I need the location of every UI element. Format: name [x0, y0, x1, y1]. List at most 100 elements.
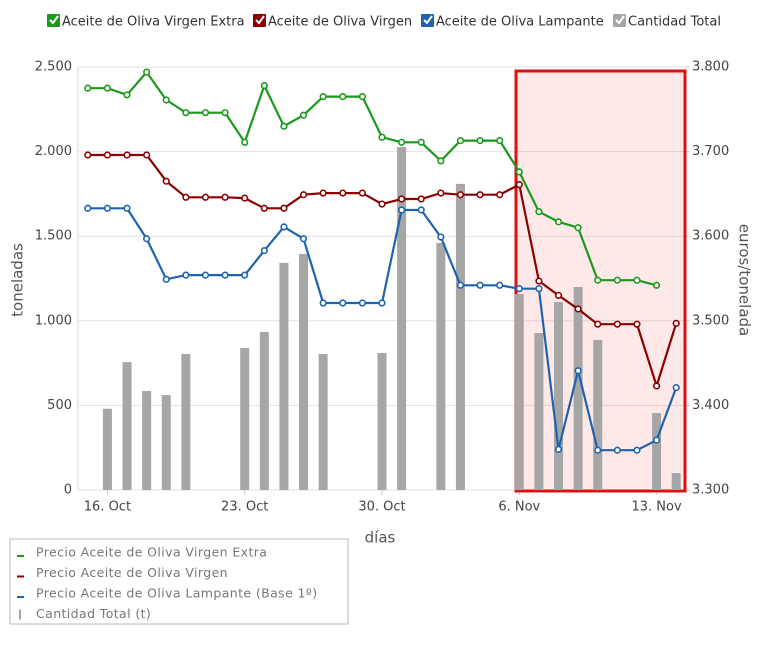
legend-label[interactable]: Cantidad Total	[628, 15, 721, 30]
line-point	[221, 271, 229, 279]
legend-label[interactable]: Precio Aceite de Oliva Virgen Extra	[36, 545, 267, 560]
line-point	[398, 195, 406, 203]
legend-checkbox[interactable]	[421, 14, 434, 27]
line-point	[594, 276, 602, 284]
line-point	[339, 189, 347, 197]
bar	[377, 352, 387, 490]
line-point	[123, 204, 131, 212]
x-tick-label: 13. Nov	[631, 500, 681, 515]
line-point	[613, 276, 621, 284]
line-point	[378, 200, 386, 208]
line-point	[574, 305, 582, 313]
line-point	[84, 151, 92, 159]
legend-label[interactable]: Precio Aceite de Oliva Lampante (Base 1º…	[36, 586, 317, 601]
bar	[534, 332, 544, 490]
legend-label[interactable]: Aceite de Oliva Virgen Extra	[62, 15, 245, 30]
x-tick-label: 30. Oct	[358, 500, 405, 515]
line-point	[319, 93, 327, 101]
bar	[240, 348, 250, 490]
line-point	[378, 299, 386, 307]
legend-checkbox[interactable]	[253, 14, 266, 27]
line-point	[299, 235, 308, 243]
line-point	[496, 281, 504, 289]
bar	[142, 391, 152, 490]
bars	[102, 147, 681, 490]
line-point	[182, 193, 190, 201]
legend: Aceite de Oliva Virgen Extra Aceite de Ol…	[47, 14, 721, 30]
line-point	[417, 138, 425, 146]
line-point	[496, 137, 504, 145]
y2-tick-label: 3.400	[692, 398, 729, 413]
line-point	[84, 204, 92, 212]
line-point	[143, 235, 151, 243]
bar	[299, 253, 309, 490]
bar	[397, 147, 407, 490]
line-point	[103, 84, 112, 92]
line-point	[633, 446, 641, 454]
line-point	[358, 93, 366, 101]
legend-checkbox[interactable]	[47, 14, 60, 27]
y-tick-label: 1.000	[35, 313, 72, 328]
line-point	[358, 189, 366, 197]
bar	[279, 262, 289, 490]
line-point	[535, 285, 543, 293]
y-tick-label: 2.000	[35, 144, 72, 159]
line-point	[260, 82, 268, 90]
line-point	[437, 233, 445, 241]
line-point	[496, 191, 504, 199]
line-point	[476, 137, 484, 145]
line-point	[162, 96, 170, 104]
line-point	[633, 320, 641, 328]
x-tick-label: 23. Oct	[221, 500, 268, 515]
line-point	[260, 246, 268, 255]
line-point	[633, 276, 641, 284]
line-point	[476, 281, 484, 289]
line-point	[221, 109, 229, 117]
line-point	[299, 111, 308, 119]
line-point	[515, 180, 523, 189]
labels: 0 500 1.000 1.500 2.000 2.500 3.300 3.400 3.500 3…	[35, 60, 729, 515]
line-point	[594, 446, 602, 454]
line-point	[554, 445, 563, 453]
line-point	[378, 133, 386, 141]
legend-label[interactable]: Aceite de Oliva Lampante	[436, 15, 604, 30]
line-point	[613, 446, 621, 454]
bar	[122, 362, 132, 490]
legend-label[interactable]: Cantidad Total (t)	[36, 606, 151, 621]
line-point	[398, 138, 406, 146]
line-point	[672, 319, 680, 327]
line-point	[123, 91, 131, 99]
line-point	[456, 191, 465, 199]
line-point	[652, 281, 661, 289]
legend-check	[615, 15, 625, 25]
line-point	[437, 157, 445, 165]
bar	[554, 302, 564, 490]
line-point	[162, 275, 170, 283]
y2-axis-title: euros/tonelada	[736, 224, 754, 337]
line-point	[515, 285, 523, 293]
legend-label[interactable]: Precio Aceite de Oliva Virgen	[36, 565, 228, 580]
line-point	[103, 151, 112, 159]
line-point	[182, 271, 190, 279]
line-point	[241, 271, 249, 279]
legend-check	[49, 15, 59, 25]
line-point	[299, 191, 308, 199]
legend-checkbox[interactable]	[613, 14, 626, 27]
bar	[652, 413, 662, 490]
y2-tick-label: 3.600	[692, 229, 729, 244]
line-point	[456, 137, 465, 145]
bar	[671, 473, 681, 490]
bar	[436, 242, 446, 490]
x-tick-label: 16. Oct	[84, 500, 131, 515]
line-point	[515, 168, 523, 176]
y2-tick-label: 3.700	[692, 144, 729, 159]
y2-tick-label: 3.800	[692, 60, 729, 75]
lines	[84, 68, 680, 454]
legend: Precio Aceite de Oliva Virgen Extra Preci…	[17, 545, 317, 621]
line-point	[554, 218, 563, 226]
line-point	[123, 151, 131, 159]
legend-label[interactable]: Aceite de Oliva Virgen	[268, 15, 412, 30]
line-point	[672, 384, 680, 392]
bar	[318, 353, 328, 490]
